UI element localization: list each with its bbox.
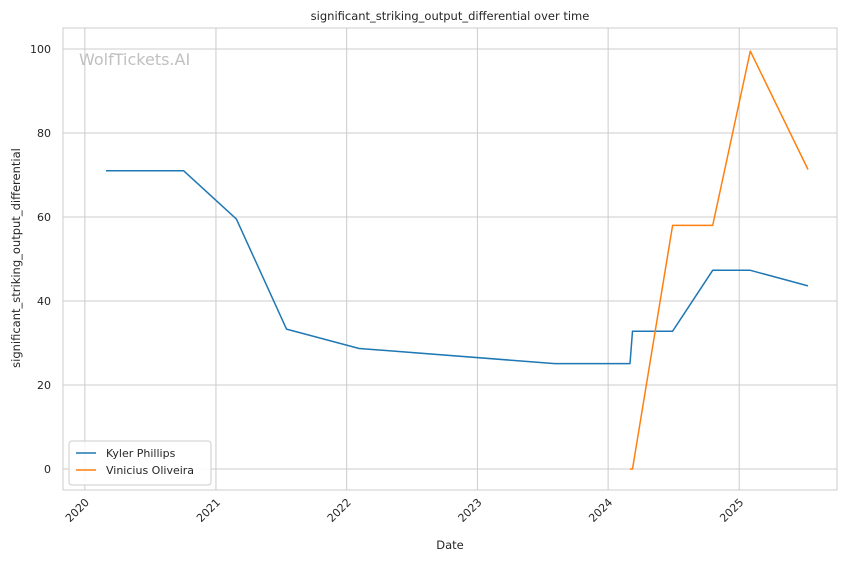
y-tick-label: 100 <box>30 43 51 56</box>
y-axis-label: significant_striking_output_differential <box>9 148 23 368</box>
x-axis-label: Date <box>436 538 464 552</box>
y-tick-labels: 0 20 40 60 80 100 <box>30 43 51 476</box>
legend-box <box>68 440 212 486</box>
legend-label: Vinicius Oliveira <box>106 464 194 477</box>
y-tick-label: 0 <box>44 463 51 476</box>
x-tick-labels: 2020 2021 2022 2023 2024 2025 <box>63 496 746 525</box>
y-tick-label: 20 <box>37 379 51 392</box>
x-tick-label: 2021 <box>194 496 223 525</box>
x-tick-label: 2020 <box>63 496 92 525</box>
y-tick-label: 60 <box>37 211 51 224</box>
legend: Kyler Phillips Vinicius Oliveira <box>68 440 212 486</box>
y-tick-label: 40 <box>37 295 51 308</box>
grid <box>63 28 837 490</box>
x-tick-label: 2022 <box>325 496 354 525</box>
legend-label: Kyler Phillips <box>106 447 176 460</box>
series-line-1 <box>630 50 809 470</box>
x-tick-label: 2025 <box>717 496 746 525</box>
chart-title: significant_striking_output_differential… <box>311 9 590 23</box>
y-tick-label: 80 <box>37 127 51 140</box>
x-tick-label: 2023 <box>456 496 485 525</box>
series-layer <box>106 50 809 470</box>
x-tick-label: 2024 <box>586 496 615 525</box>
plot-frame <box>62 27 838 491</box>
watermark: WolfTickets.AI <box>79 50 190 69</box>
series-line-0 <box>106 170 809 365</box>
